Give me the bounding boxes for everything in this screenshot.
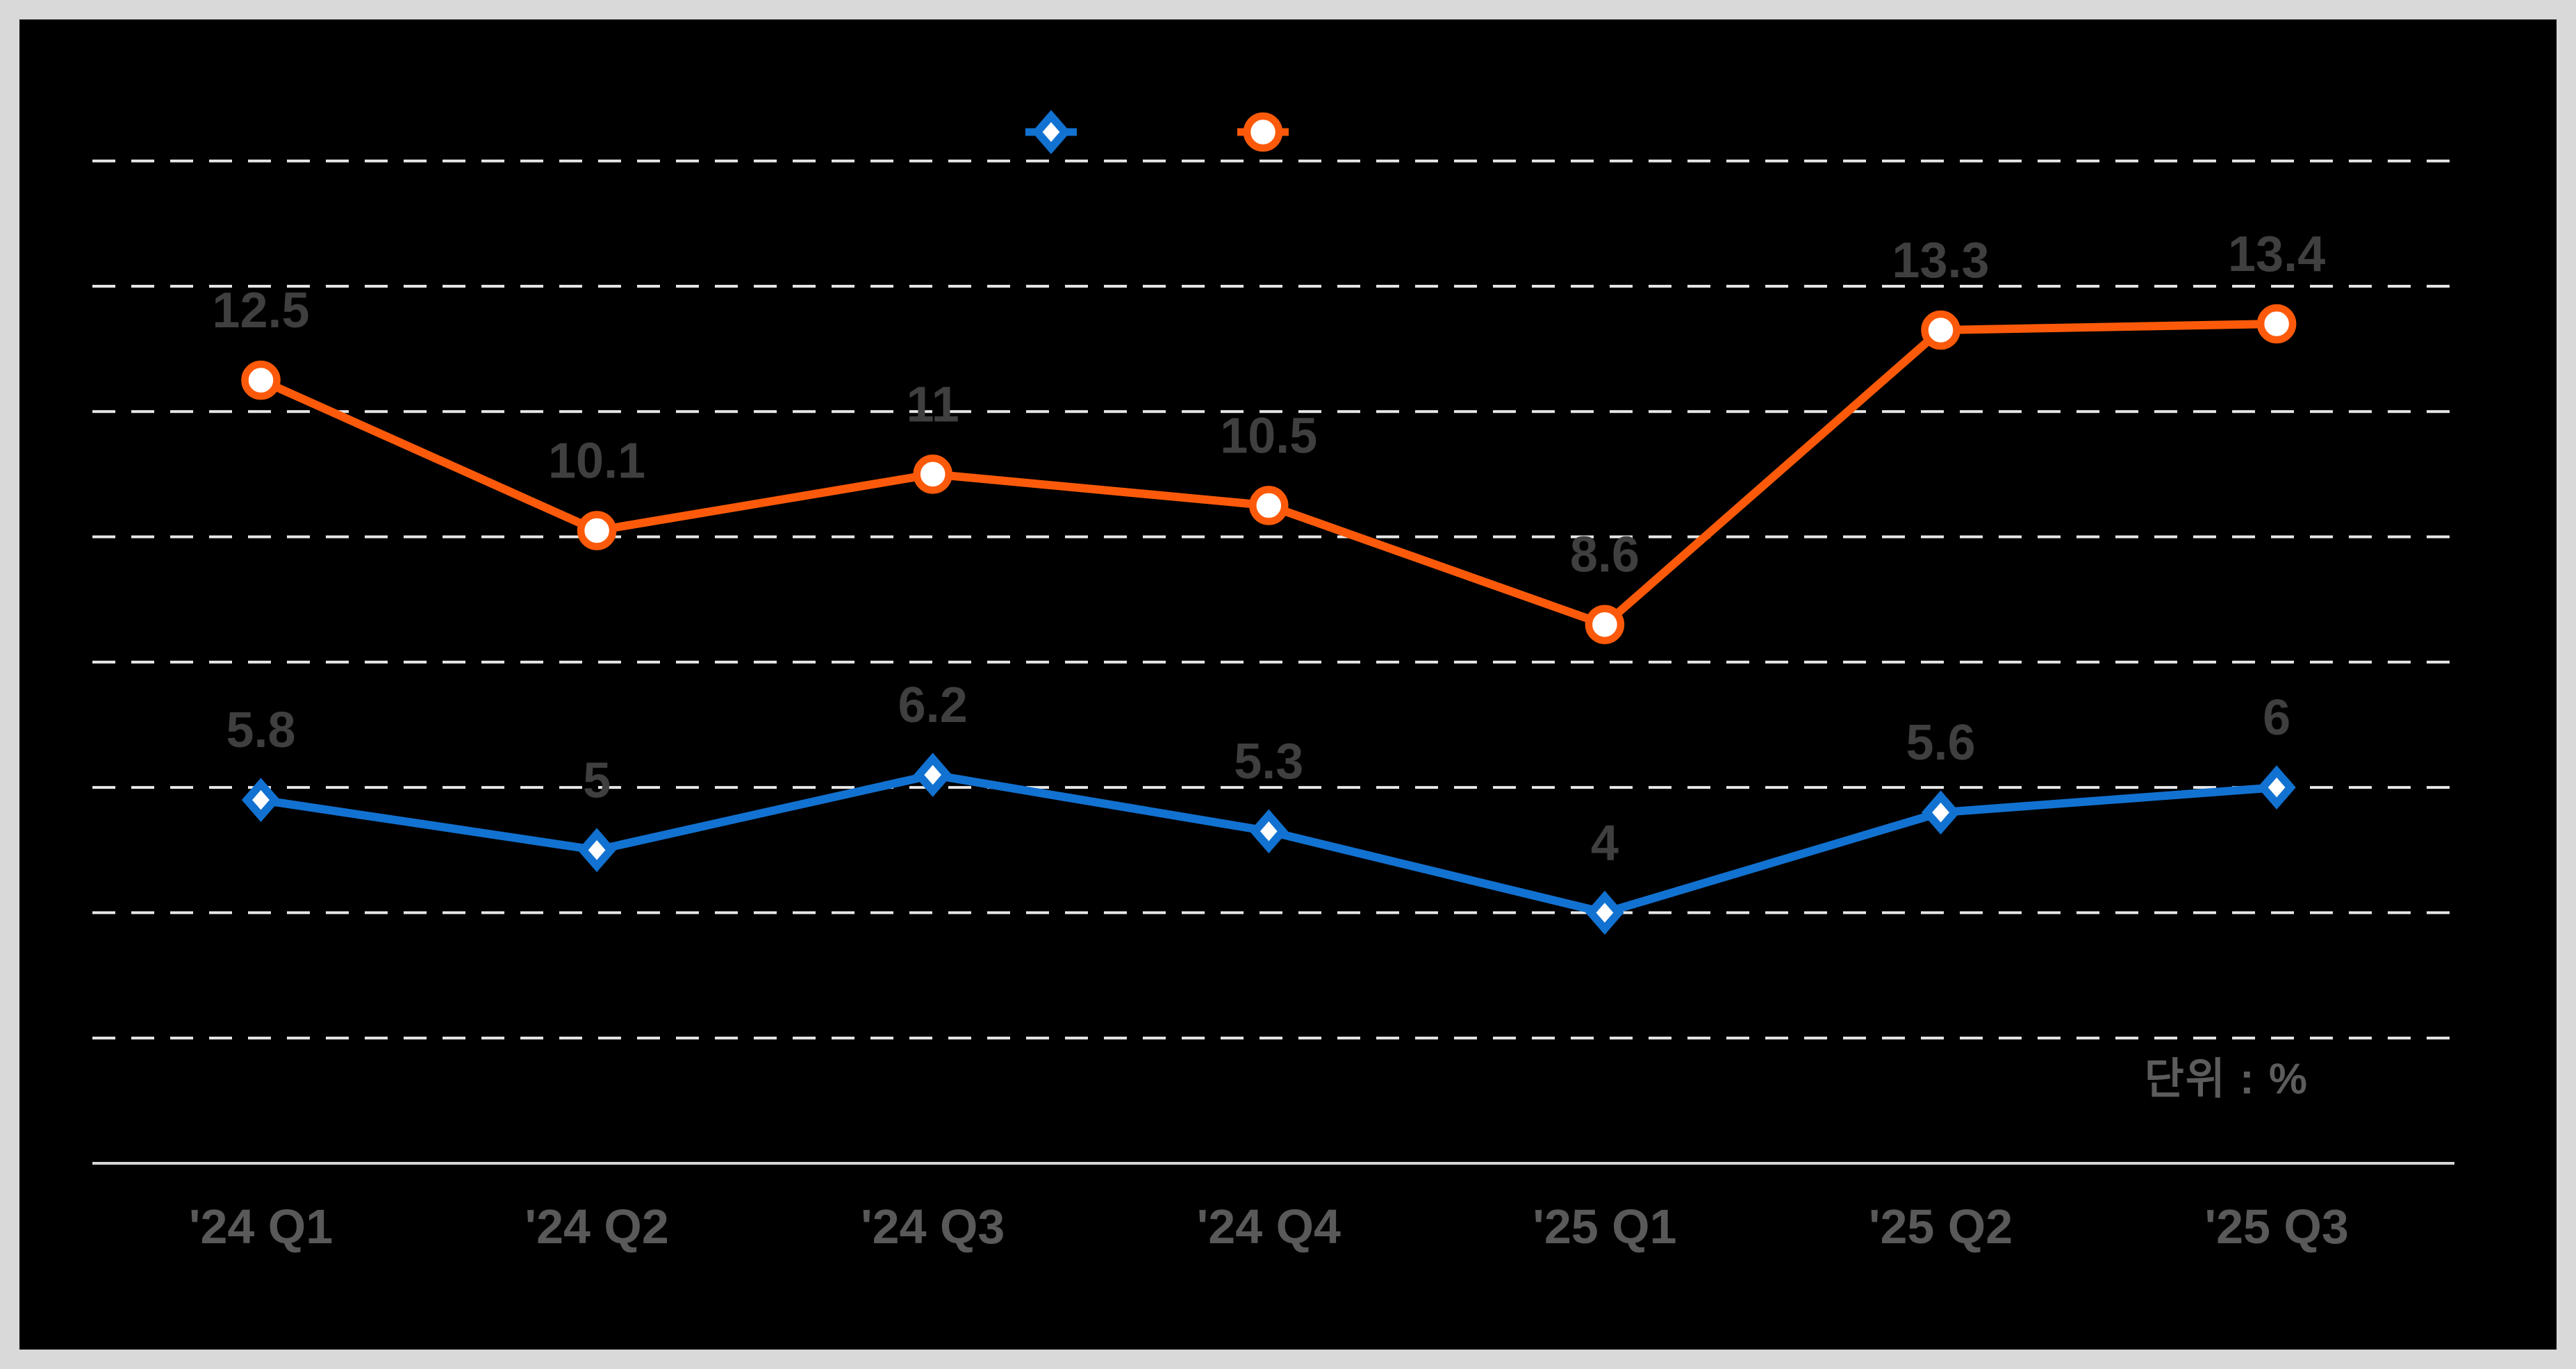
data-point-label: 5.3 [1234, 734, 1303, 789]
data-point-marker [241, 778, 281, 822]
data-point-label: 8.6 [1570, 527, 1640, 583]
data-point-marker [577, 511, 617, 550]
x-axis-label: '24 Q2 [525, 1199, 668, 1254]
data-point-label: 10.1 [548, 433, 645, 489]
data-point-label: 13.4 [2228, 227, 2325, 282]
chart-panel [19, 19, 2557, 1350]
x-axis-label: '24 Q3 [861, 1199, 1005, 1254]
data-point-marker [1921, 790, 1960, 835]
data-point-label: 12.5 [212, 283, 309, 338]
data-point-marker [914, 753, 952, 797]
data-point-marker [2256, 304, 2297, 344]
data-point-marker [577, 828, 616, 873]
data-point-label: 5.6 [1906, 715, 1975, 771]
x-axis-label: '25 Q2 [1869, 1199, 2013, 1254]
data-point-label: 13.3 [1892, 233, 1989, 288]
data-point-marker [1585, 605, 1625, 644]
x-axis-label: '24 Q1 [189, 1199, 333, 1254]
legend-marker-diamond [1032, 110, 1071, 154]
data-point-label: 6.2 [898, 678, 968, 733]
data-point-label: 4 [1591, 815, 1619, 871]
data-point-marker [2257, 765, 2296, 810]
x-axis-label: '25 Q1 [1533, 1199, 1676, 1254]
data-point-label: 5.8 [226, 703, 295, 758]
data-point-label: 10.5 [1220, 408, 1317, 464]
data-point-marker [1921, 310, 1960, 350]
data-point-label: 11 [907, 377, 959, 432]
data-point-label: 5 [583, 753, 611, 808]
data-point-marker [1249, 486, 1289, 525]
data-point-marker [913, 454, 952, 494]
x-axis-label: '25 Q3 [2204, 1199, 2348, 1254]
x-axis-label: '24 Q4 [1197, 1199, 1341, 1254]
unit-label: 단위 : % [2144, 1055, 2309, 1104]
data-point-label: 6 [2263, 690, 2290, 746]
legend-marker-circle [1243, 112, 1283, 152]
data-point-marker [241, 360, 281, 400]
data-point-marker [1585, 890, 1624, 935]
data-point-marker [1249, 809, 1288, 853]
